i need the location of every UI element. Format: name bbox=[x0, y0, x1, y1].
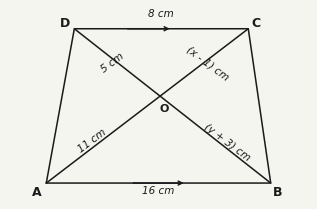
Text: 16 cm: 16 cm bbox=[142, 186, 175, 196]
Text: A: A bbox=[32, 186, 41, 199]
Text: O: O bbox=[160, 104, 169, 114]
Text: 8 cm: 8 cm bbox=[148, 9, 174, 19]
Text: C: C bbox=[252, 17, 261, 30]
Text: B: B bbox=[273, 186, 282, 199]
Text: D: D bbox=[60, 17, 70, 30]
Text: (y + 3) cm: (y + 3) cm bbox=[202, 122, 252, 163]
Text: 11 cm: 11 cm bbox=[77, 127, 108, 155]
Text: 5 cm: 5 cm bbox=[99, 51, 126, 74]
Text: (x - 1) cm: (x - 1) cm bbox=[184, 45, 231, 83]
